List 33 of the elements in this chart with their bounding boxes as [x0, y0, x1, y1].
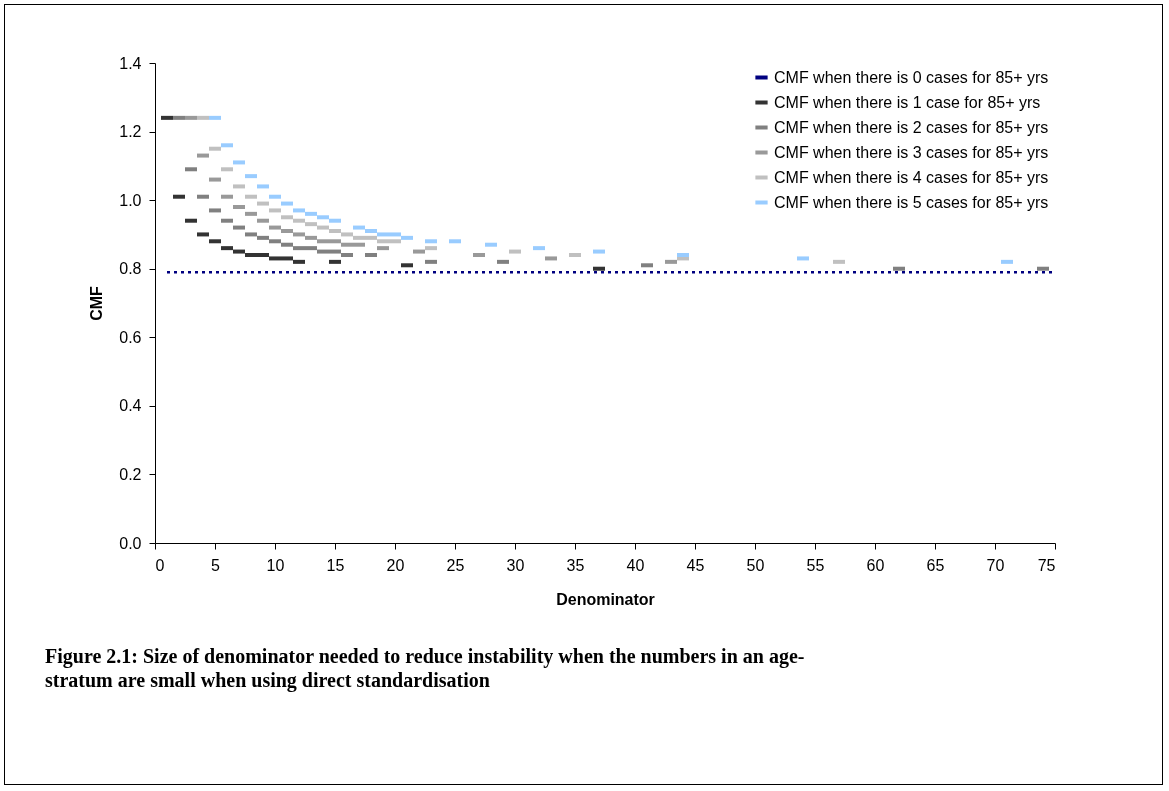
y-tick-label: 0.4 — [119, 397, 142, 415]
legend-label: CMF when there is 2 cases for 85+ yrs — [774, 118, 1049, 136]
y-tick-label: 0.0 — [119, 534, 142, 552]
x-tick-label: 70 — [986, 556, 1005, 574]
x-tick-label: 50 — [746, 556, 765, 574]
x-tick-label: 40 — [626, 556, 645, 574]
y-tick-label: 0.2 — [119, 465, 142, 483]
x-tick-label: 75 — [1037, 556, 1056, 574]
legend-label: CMF when there is 5 cases for 85+ yrs — [774, 193, 1049, 211]
y-axis-title: CMF — [88, 285, 106, 321]
x-tick-label: 35 — [566, 556, 585, 574]
y-tick-label: 0.6 — [119, 328, 142, 346]
x-tick-label: 10 — [266, 556, 285, 574]
x-tick-label: 65 — [926, 556, 945, 574]
legend-label: CMF when there is 1 case for 85+ yrs — [774, 93, 1041, 111]
legend-label: CMF when there is 0 cases for 85+ yrs — [774, 68, 1049, 86]
x-tick-label: 30 — [506, 556, 525, 574]
y-tick-label: 1.0 — [119, 191, 142, 209]
x-axis-title: Denominator — [556, 590, 655, 608]
legend-label: CMF when there is 3 cases for 85+ yrs — [774, 143, 1049, 161]
x-tick-label: 25 — [446, 556, 465, 574]
y-tick-label: 1.2 — [119, 123, 142, 141]
x-tick-label: 55 — [806, 556, 825, 574]
legend-label: CMF when there is 4 cases for 85+ yrs — [774, 168, 1049, 186]
x-tick-label: 45 — [686, 556, 705, 574]
x-tick-label: 15 — [326, 556, 345, 574]
x-tick-label: 60 — [866, 556, 885, 574]
y-tick-label: 1.4 — [119, 54, 142, 72]
y-tick-label: 0.8 — [119, 260, 142, 278]
caption: Figure 2.1: Size of denominator needed to reduce instability when the numbers in an age-stratum are small when using direct standardisation — [45, 645, 805, 692]
x-tick-label: 5 — [211, 556, 221, 574]
x-tick-label: 20 — [386, 556, 405, 574]
x-tick-label: 0 — [155, 556, 165, 574]
